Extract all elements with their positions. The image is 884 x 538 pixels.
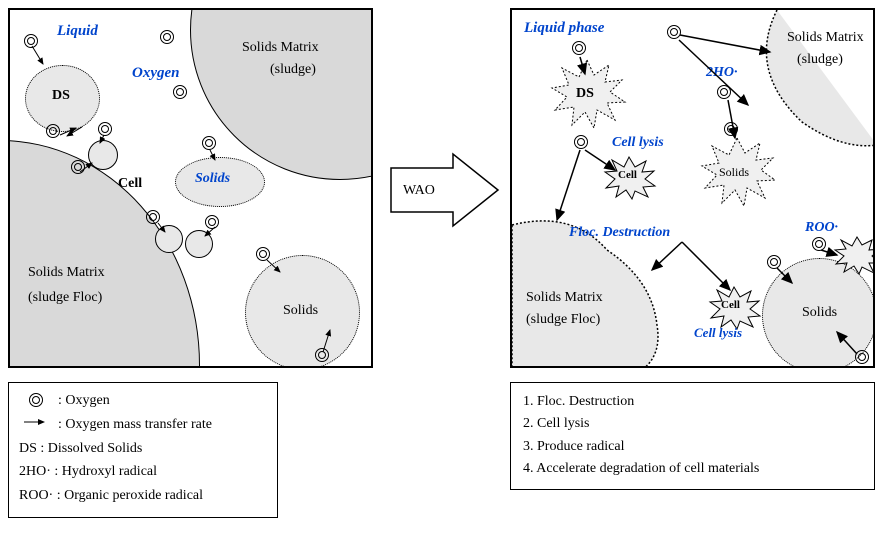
hydroxyl-label: 2HO· [706, 65, 738, 81]
oxygen-icon [767, 255, 781, 269]
solids-matrix-top-r: Solids Matrix [787, 30, 864, 46]
cell-r-label-2: Cell [721, 299, 740, 311]
solids-mid-r-label: Solids [719, 165, 749, 180]
legend-item-3: 3. Produce radical [523, 436, 862, 458]
roo-label: ROO· [805, 220, 838, 236]
oxygen-icon [202, 136, 216, 150]
solids-matrix-top-shape [190, 8, 373, 180]
cell-lysis-1: Cell lysis [612, 135, 664, 151]
arrow-label: WAO [403, 183, 435, 199]
cell-label: Cell [118, 176, 142, 192]
legend-roo: ROO· : Organic peroxide radical [19, 484, 267, 508]
oxygen-icon [160, 30, 174, 44]
legend-hydroxyl: 2HO· : Hydroxyl radical [19, 460, 267, 484]
solids-mid-label: Solids [195, 171, 230, 187]
solids-matrix-bottom-r-sub: (sludge Floc) [526, 312, 600, 328]
oxygen-icon [256, 247, 270, 261]
arrow-icon [383, 150, 503, 230]
oxygen-icon [717, 85, 731, 99]
oxygen-icon [574, 135, 588, 149]
legend-item-1: 1. Floc. Destruction [523, 391, 862, 413]
legend-arrow: : Oxygen mass transfer rate [19, 413, 267, 437]
oxygen-icon [146, 210, 160, 224]
cell-lysis-2: Cell lysis [694, 325, 742, 341]
liquid-label: Liquid [57, 23, 98, 40]
solids-matrix-bottom-r: Solids Matrix [526, 290, 603, 306]
legend-arrow-text: : Oxygen mass transfer rate [58, 413, 212, 437]
oxygen-icon [24, 34, 38, 48]
left-panel: Solids Matrix (sludge) Solids Matrix (sl… [8, 8, 373, 368]
solids-matrix-top-label: Solids Matrix [242, 40, 319, 56]
legend-oxygen: : Oxygen [19, 389, 267, 413]
solids-matrix-bottom-sub: (sludge Floc) [28, 290, 102, 306]
solids-matrix-top-sub: (sludge) [270, 62, 316, 78]
solids-bottom-r-label: Solids [802, 305, 837, 321]
wao-arrow: WAO [383, 150, 503, 230]
oxygen-icon [812, 237, 826, 251]
oxygen-icon [71, 160, 85, 174]
oxygen-icon [855, 350, 869, 364]
legend-item-4: 4. Accelerate degradation of cell materi… [523, 458, 862, 480]
oxygen-icon [315, 348, 329, 362]
legend-left: : Oxygen : Oxygen mass transfer rate DS … [8, 382, 278, 518]
oxygen-icon [173, 85, 187, 99]
solids-matrix-top-r-sub: (sludge) [797, 52, 843, 68]
cell-circle-2 [155, 225, 183, 253]
floc-destruction: Floc. Destruction [569, 225, 670, 241]
ds-r-label: DS [576, 86, 594, 102]
legend-oxygen-text: : Oxygen [58, 389, 110, 413]
cell-circle-1 [88, 140, 118, 170]
cell-circle-3 [185, 230, 213, 258]
solids-bottom-label: Solids [283, 303, 318, 319]
legend-right: 1. Floc. Destruction 2. Cell lysis 3. Pr… [510, 382, 875, 490]
oxygen-icon [205, 215, 219, 229]
roo-burst [832, 235, 875, 275]
legend-item-2: 2. Cell lysis [523, 413, 862, 435]
oxygen-label: Oxygen [132, 65, 180, 82]
oxygen-icon [724, 122, 738, 136]
solids-matrix-bottom-shape [8, 140, 200, 368]
oxygen-icon [572, 41, 586, 55]
solids-matrix-bottom-label: Solids Matrix [28, 265, 105, 281]
right-panel: Liquid phase Solids Matrix (sludge) Soli… [510, 8, 875, 368]
oxygen-icon [98, 122, 112, 136]
oxygen-icon [46, 124, 60, 138]
cell-r-label-1: Cell [618, 169, 637, 181]
ds-label: DS [52, 88, 70, 104]
oxygen-icon [667, 25, 681, 39]
legend-ds: DS : Dissolved Solids [19, 437, 267, 461]
